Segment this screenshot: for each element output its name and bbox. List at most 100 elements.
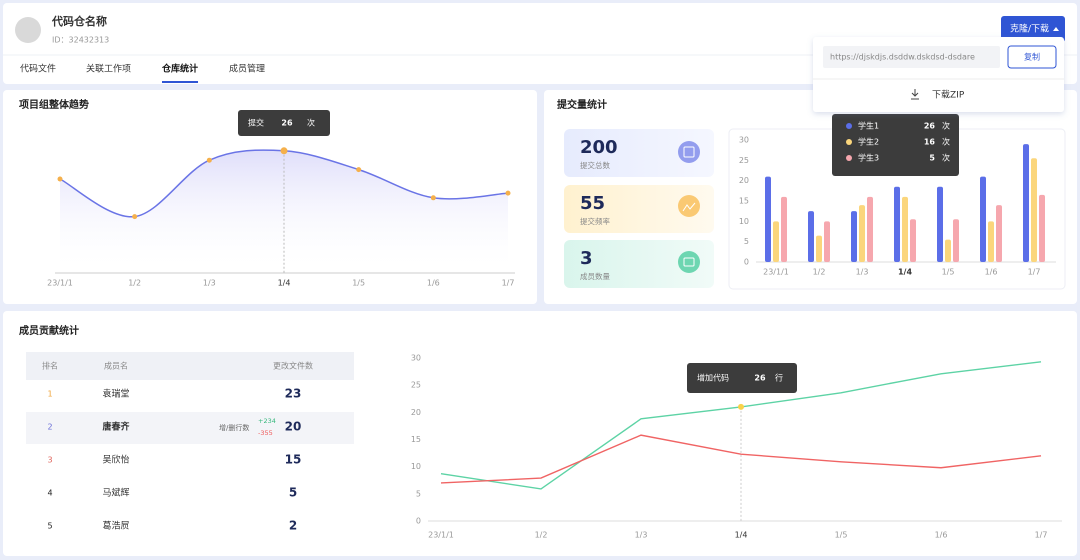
y-tick-label: 5 (744, 237, 749, 246)
lines-added: +234 (258, 417, 276, 425)
data-point (505, 190, 511, 196)
bar (902, 196, 908, 262)
url-box[interactable] (823, 46, 1000, 68)
x-tick-label: 1/6 (935, 531, 948, 540)
stat-icon (678, 251, 700, 273)
bar (781, 196, 787, 262)
legend-dot (846, 155, 852, 161)
y-tick-label: 30 (411, 354, 421, 363)
y-tick-label: 25 (411, 381, 421, 390)
rank: 2 (47, 423, 52, 432)
stat-value: 3 (580, 248, 593, 269)
y-tick-label: 15 (411, 435, 421, 444)
x-tick-label: 1/4 (278, 279, 291, 288)
bar (1023, 144, 1029, 262)
table-row[interactable] (26, 378, 354, 410)
charts: 23/1/1 1/2 1/3 1/4 1/5 1/6 1/7提交 26 次05101520253… (47, 110, 1062, 540)
member-name: 吴欣怡 (102, 454, 129, 466)
x-tick-label: 1/4 (735, 531, 748, 540)
member-name: 马斌辉 (102, 487, 129, 499)
tab[interactable]: 代码文件 (20, 63, 56, 75)
tooltip-label: 增加代码 (697, 373, 729, 383)
stat-icon-glyph (683, 257, 695, 267)
stat-card (564, 185, 714, 233)
tab[interactable]: 成员管理 (229, 63, 265, 75)
series-line (440, 434, 1042, 484)
y-tick-label: 15 (739, 197, 749, 206)
x-tick-label: 1/4 (898, 268, 912, 277)
member-table: 排名 成员名 更改文件数 1 袁瑞堂 23 2 唐春齐 20 增/删行数 +234 -355 3 吴欣怡 1… (26, 361, 354, 542)
x-tick-label: 1/5 (942, 268, 955, 277)
x-tick-label: 1/6 (427, 279, 440, 288)
tab[interactable]: 关联工作项 (86, 63, 131, 75)
legend-name: 学生1 (858, 121, 879, 131)
rank: 4 (47, 489, 52, 498)
y-tick-label: 25 (739, 156, 749, 165)
tooltip-value: 26 (754, 374, 766, 383)
legend-dot (846, 139, 852, 145)
tab-indicator (162, 81, 199, 83)
panel-title: 项目组整体趋势 (19, 98, 89, 111)
table-row[interactable] (26, 444, 354, 476)
tooltip-unit: 次 (942, 121, 950, 131)
clone-button[interactable] (1001, 16, 1065, 42)
bar (851, 211, 857, 262)
tooltip-value: 5 (929, 154, 935, 163)
row-hover (26, 412, 354, 444)
stat-label: 成员数量 (580, 271, 610, 281)
member-name: 唐春齐 (102, 421, 130, 433)
file-count: 15 (285, 453, 302, 467)
caret-icon (1053, 27, 1059, 31)
stat-label: 提交频率 (580, 216, 610, 226)
tooltip (687, 363, 797, 393)
x-tick-label: 1/2 (128, 279, 141, 288)
stat-icon (678, 141, 700, 163)
table-row[interactable] (26, 411, 354, 443)
copy-button[interactable] (1007, 45, 1057, 69)
tooltip (832, 114, 959, 176)
data-point (430, 195, 436, 201)
bar (988, 221, 994, 262)
download-zip[interactable]: 下载ZIP (932, 89, 965, 101)
tabs: 代码文件 关联工作项 仓库统计 成员管理 (20, 63, 265, 83)
tooltip-label: 提交 (248, 118, 264, 128)
avatar (15, 17, 41, 43)
data-point (356, 167, 362, 173)
clone-button-label[interactable]: 克隆/下载 (1010, 23, 1049, 35)
column-header: 成员名 (104, 361, 128, 371)
stat-icon (678, 195, 700, 217)
member-name: 葛浩屃 (102, 520, 129, 532)
y-tick-label: 0 (744, 258, 749, 267)
x-tick-label: 1/2 (535, 531, 548, 540)
table-header (26, 352, 354, 380)
rank: 1 (47, 390, 52, 399)
bar (945, 239, 951, 262)
stat-card (564, 240, 714, 288)
tab[interactable]: 仓库统计 (161, 63, 198, 75)
y-tick-label: 0 (416, 517, 421, 526)
stat-icon-glyph (682, 202, 696, 212)
lines-removed: -355 (258, 429, 273, 437)
stat-card (564, 129, 714, 177)
column-header: 更改文件数 (273, 361, 313, 371)
stat-value: 55 (580, 193, 605, 214)
clone-url[interactable]: https://djskdjs.dsddw.dskdsd-dsdare (830, 53, 975, 62)
bar (980, 176, 986, 262)
stats: 200 提交总数 55 提交频率 3 成员数量 (580, 137, 618, 281)
stat-icon-glyph (683, 146, 695, 158)
bar (859, 205, 865, 262)
y-tick-label: 5 (416, 489, 421, 498)
bar (867, 196, 873, 262)
x-tick-label: 1/7 (1028, 268, 1041, 277)
bar (937, 186, 943, 262)
bar (1031, 158, 1037, 262)
tooltip-unit: 次 (307, 118, 315, 128)
rank: 3 (47, 456, 52, 465)
copy-button-label[interactable]: 复制 (1024, 52, 1040, 62)
member-name: 袁瑞堂 (102, 388, 129, 400)
table-row[interactable] (26, 510, 354, 542)
table-row[interactable] (26, 477, 354, 509)
tooltip-unit: 次 (942, 153, 950, 163)
data-point (132, 214, 138, 220)
